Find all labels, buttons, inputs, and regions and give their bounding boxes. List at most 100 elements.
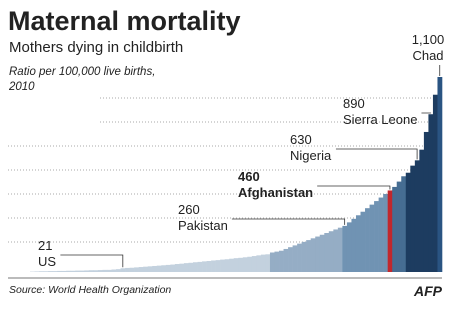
bar	[401, 176, 407, 272]
bar	[43, 271, 49, 272]
bar	[337, 227, 343, 272]
bar	[405, 172, 411, 272]
source: Source: World Health Organization	[9, 284, 171, 296]
annotation-value: 890	[343, 96, 365, 111]
leader-line	[60, 254, 124, 268]
y-label: Ratio per 100,000 live births,	[9, 66, 155, 78]
bar	[161, 265, 167, 272]
bar	[75, 270, 81, 272]
bar	[220, 259, 225, 272]
bar	[111, 269, 117, 272]
bar	[156, 265, 162, 272]
bar	[129, 267, 135, 272]
bar	[229, 258, 235, 272]
bar	[297, 243, 302, 272]
bar	[369, 204, 375, 272]
bar	[206, 261, 212, 272]
bar	[378, 197, 384, 272]
bar	[301, 241, 307, 272]
bar	[269, 252, 275, 272]
bar	[360, 211, 366, 272]
bar	[70, 270, 76, 272]
bar	[306, 240, 312, 272]
bar	[79, 270, 85, 272]
bar	[355, 215, 361, 272]
bar	[125, 267, 130, 272]
annotation-label: Afghanistan	[238, 185, 313, 200]
annotation-label: Sierra Leone	[343, 112, 417, 127]
bar	[319, 234, 325, 272]
bars	[30, 77, 443, 273]
bar	[57, 270, 62, 272]
leader-line	[231, 218, 346, 225]
annotation-value: 460	[238, 169, 260, 184]
bar	[97, 270, 103, 272]
bar	[256, 255, 262, 272]
bar	[147, 266, 153, 272]
annotation-label: Chad	[412, 48, 443, 63]
bar	[265, 254, 271, 272]
bar	[183, 263, 189, 272]
bar	[333, 229, 339, 272]
bar	[365, 208, 370, 272]
bar	[211, 260, 216, 272]
bar	[414, 160, 420, 272]
bar	[251, 256, 257, 272]
bar	[242, 257, 248, 272]
annotation-label: Nigeria	[290, 148, 332, 163]
bar	[238, 257, 244, 272]
bar	[383, 194, 388, 272]
bar	[170, 264, 176, 272]
annotation-value: 1,100	[412, 32, 445, 47]
bar	[224, 259, 230, 272]
bar	[34, 271, 40, 272]
bar	[260, 254, 266, 272]
bar	[143, 266, 149, 272]
chart-title: Maternal mortality	[8, 6, 241, 36]
bar	[288, 247, 293, 272]
bar	[342, 225, 348, 272]
bar	[346, 222, 352, 272]
bar	[215, 260, 221, 272]
bar	[324, 233, 330, 272]
annotation-value: 21	[38, 238, 52, 253]
bar	[233, 258, 239, 272]
bar	[192, 262, 198, 272]
bar	[197, 261, 203, 272]
chart-subtitle: Mothers dying in childbirth	[9, 39, 183, 56]
bar	[387, 190, 393, 272]
bar	[134, 267, 139, 272]
bar	[61, 270, 67, 272]
bar	[188, 262, 194, 272]
bar	[374, 201, 379, 272]
bar	[328, 231, 334, 272]
bar	[120, 268, 126, 272]
bar	[419, 149, 425, 272]
bar	[437, 77, 443, 272]
bar	[165, 264, 171, 272]
bar	[84, 270, 90, 272]
annotation-label: Pakistan	[178, 218, 228, 233]
bar	[102, 269, 108, 272]
annotation-value: 260	[178, 202, 200, 217]
leader-line	[317, 185, 391, 190]
bar	[48, 271, 53, 272]
bar	[116, 269, 121, 272]
bar	[315, 236, 321, 272]
bar	[274, 251, 280, 272]
annotation-label: US	[38, 254, 56, 269]
bar	[179, 263, 185, 272]
bar	[428, 114, 434, 273]
bar	[52, 271, 58, 272]
bar	[396, 181, 402, 272]
bar	[39, 271, 44, 272]
bar	[88, 270, 94, 272]
bar	[410, 165, 416, 272]
leader-line	[335, 148, 418, 160]
bar	[106, 269, 112, 272]
bar	[283, 248, 289, 272]
bar	[202, 261, 207, 272]
bar	[392, 186, 398, 272]
bar	[351, 218, 357, 272]
